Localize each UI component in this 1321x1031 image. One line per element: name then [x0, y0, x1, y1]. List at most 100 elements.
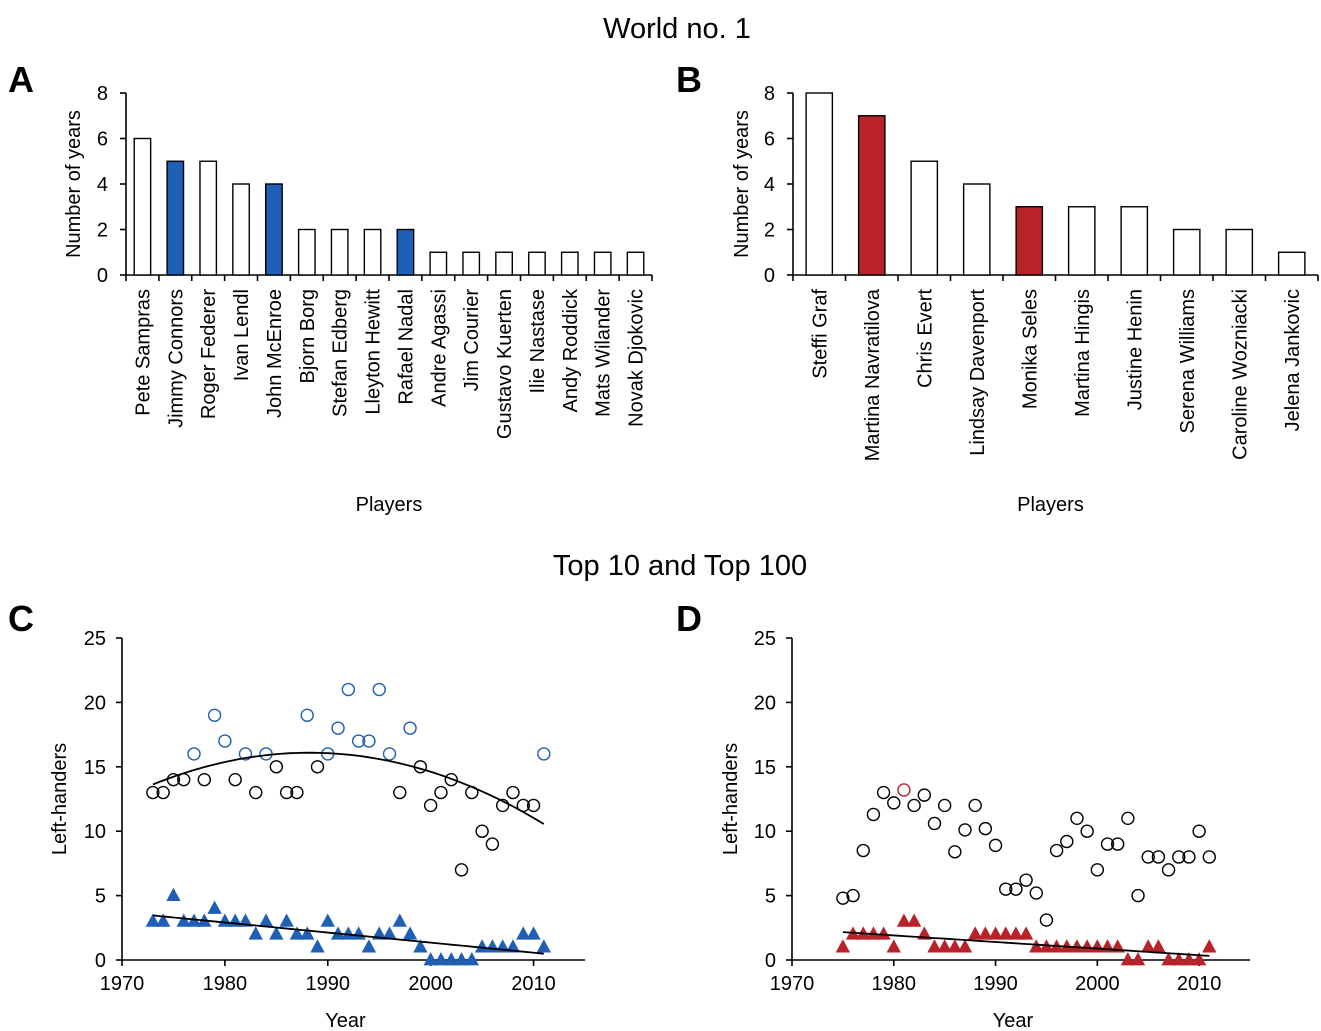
- bar: [297, 228, 316, 276]
- data-point-triangle: [1171, 952, 1186, 966]
- data-point-triangle: [516, 926, 531, 940]
- x-tick-label: 2000: [408, 973, 453, 995]
- data-point-triangle: [269, 926, 284, 940]
- panel-letter: D: [676, 598, 702, 639]
- bar: [857, 115, 886, 276]
- data-point-circle: [382, 747, 397, 761]
- data-point-triangle: [957, 939, 973, 953]
- data-point-circle: [846, 888, 860, 903]
- category-label: Andy Roddick: [560, 288, 582, 412]
- data-point-circle: [495, 798, 510, 813]
- category-label: Chris Evert: [914, 289, 936, 388]
- data-point-circle: [187, 747, 201, 761]
- data-point-triangle: [207, 900, 222, 914]
- data-point-circle: [506, 785, 520, 800]
- y-tick-label: 0: [764, 265, 775, 287]
- data-point-triangle: [320, 913, 335, 927]
- category-label: Pete Sampras: [132, 289, 154, 416]
- y-tick-label: 25: [754, 628, 776, 650]
- y-tick-label: 15: [754, 757, 776, 779]
- data-point-circle: [1161, 863, 1176, 877]
- category-label: Lindsay Davenport: [967, 289, 989, 456]
- panel-b: B 0 2 4 6 8 Steffi Graf Martina Navratilova Chri…: [676, 59, 1319, 516]
- data-point-triangle: [155, 913, 171, 927]
- y-tick-label: 8: [97, 83, 108, 105]
- y-axis-label: Number of years: [731, 110, 753, 258]
- data-point-circle: [978, 821, 993, 836]
- data-point-triangle: [886, 939, 901, 953]
- y-tick-label: 20: [84, 692, 106, 714]
- data-point-triangle: [1130, 952, 1146, 966]
- bar: [133, 137, 152, 276]
- x-axis-label: Players: [356, 494, 423, 516]
- x-tick-label: 2010: [511, 973, 556, 995]
- bar: [330, 228, 349, 276]
- data-point-circle: [310, 760, 325, 774]
- data-point-circle: [423, 798, 438, 813]
- panel-letter: A: [8, 59, 34, 100]
- category-label: Caroline Wozniacki: [1229, 289, 1251, 460]
- y-tick-label: 0: [97, 265, 108, 287]
- x-tick-label: 1990: [306, 973, 351, 995]
- data-point-triangle: [876, 926, 891, 940]
- category-label: Jim Courier: [461, 289, 483, 392]
- data-point-triangle: [474, 939, 490, 953]
- data-point-circle: [485, 837, 500, 851]
- data-point-circle: [300, 708, 314, 722]
- data-point-triangle: [927, 939, 942, 953]
- data-point-triangle: [978, 926, 993, 940]
- category-label: John McEnroe: [264, 289, 286, 418]
- y-tick-label: 10: [84, 821, 106, 843]
- y-axis-label: Left-handers: [720, 743, 742, 855]
- data-point-triangle: [176, 913, 191, 927]
- bar: [1277, 251, 1306, 276]
- bar: [1225, 228, 1254, 276]
- data-point-triangle: [166, 887, 181, 901]
- y-tick-label: 0: [95, 950, 106, 972]
- category-label: Andre Agassi: [428, 289, 450, 407]
- data-point-triangle: [1008, 926, 1024, 940]
- data-point-triangle: [279, 913, 294, 927]
- data-point-circle: [958, 823, 972, 837]
- category-label: Ivan Lendl: [231, 289, 253, 381]
- bar: [495, 251, 513, 276]
- data-point-triangle: [1181, 952, 1197, 966]
- data-point-circle: [1039, 913, 1054, 927]
- y-axis-label: Left-handers: [49, 743, 71, 855]
- data-point-circle: [1100, 837, 1115, 851]
- bar: [560, 251, 579, 276]
- data-point-circle: [1192, 824, 1206, 838]
- data-point-triangle: [988, 926, 1003, 940]
- bar: [1120, 206, 1149, 276]
- data-point-circle: [927, 816, 942, 831]
- panel-d: D 0 5 10 15 20 25 1970 1980 1990 2000 2010 Left-hand…: [676, 598, 1250, 1031]
- data-point-circle: [1121, 811, 1135, 826]
- data-point-triangle: [248, 926, 263, 940]
- panel-letter: B: [676, 59, 702, 100]
- data-point-circle: [856, 843, 870, 858]
- bar: [1067, 206, 1096, 276]
- y-tick-label: 4: [764, 174, 775, 196]
- data-point-circle: [537, 747, 551, 761]
- data-point-triangle: [454, 952, 469, 966]
- category-label: Ilie Nastase: [527, 289, 549, 394]
- x-tick-label: 1980: [872, 973, 917, 995]
- data-point-circle: [999, 882, 1013, 896]
- y-tick-label: 6: [764, 129, 775, 151]
- bar: [962, 183, 991, 276]
- data-point-circle: [876, 785, 891, 800]
- data-point-circle: [1070, 811, 1084, 826]
- bar: [199, 160, 218, 276]
- category-label: Lleyton Hewitt: [363, 289, 385, 415]
- y-tick-label: 20: [754, 692, 776, 714]
- data-point-circle: [917, 788, 932, 802]
- x-tick-label: 1980: [203, 973, 248, 995]
- data-point-triangle: [351, 926, 366, 940]
- x-axis-label: Year: [993, 1010, 1034, 1031]
- panel-letter: C: [8, 598, 34, 639]
- bar: [528, 251, 546, 276]
- top-section-title: World no. 1: [603, 13, 751, 45]
- data-point-triangle: [1151, 939, 1166, 953]
- data-point-circle: [1110, 837, 1125, 851]
- bar: [166, 160, 185, 276]
